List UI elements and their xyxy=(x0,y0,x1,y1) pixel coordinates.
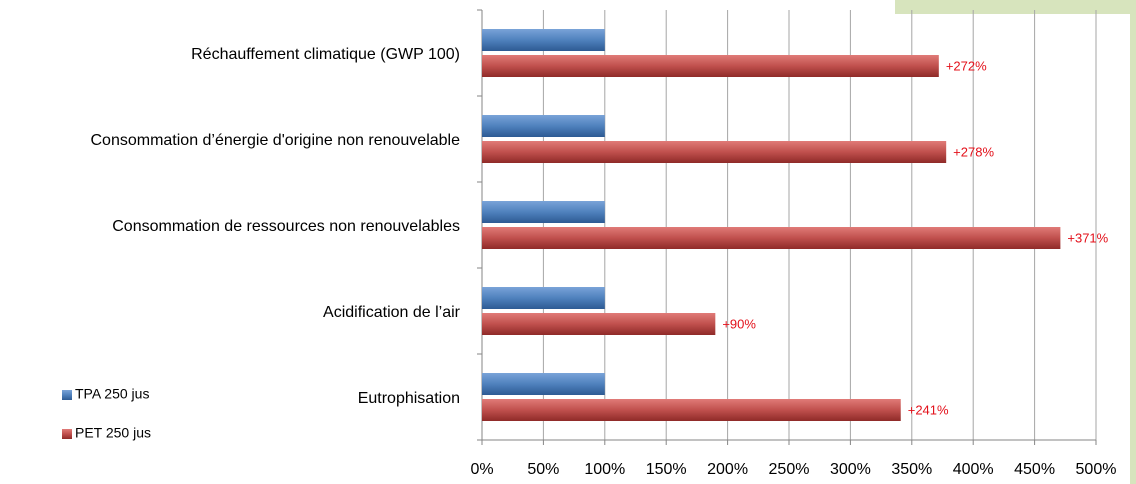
bar xyxy=(482,55,939,77)
x-tick-label: 200% xyxy=(707,461,748,478)
frame-edge xyxy=(1130,0,1136,484)
annotation: +371% xyxy=(1067,230,1108,245)
frame-corner xyxy=(895,0,1136,14)
bar xyxy=(482,141,947,163)
x-tick-label: 350% xyxy=(891,461,932,478)
x-tick-label: 500% xyxy=(1076,461,1117,478)
x-tick-label: 0% xyxy=(470,461,493,478)
y-tick-label: Réchauffement climatique (GWP 100) xyxy=(191,46,460,63)
x-tick-label: 250% xyxy=(769,461,810,478)
y-tick-label: Eutrophisation xyxy=(358,390,460,407)
bar xyxy=(482,227,1061,249)
y-tick-label: Acidification de l’air xyxy=(323,304,461,321)
bar xyxy=(482,201,605,223)
bar xyxy=(482,287,605,309)
bar xyxy=(482,313,716,335)
bar xyxy=(482,29,605,51)
legend-swatch xyxy=(62,429,72,439)
y-tick-label: Consommation d’énergie d'origine non ren… xyxy=(90,132,460,149)
legend-swatch xyxy=(62,390,72,400)
x-tick-label: 100% xyxy=(584,461,625,478)
y-tick-label: Consommation de ressources non renouvela… xyxy=(112,218,460,235)
bar xyxy=(482,399,901,421)
x-tick-label: 150% xyxy=(646,461,687,478)
annotation: +241% xyxy=(908,402,949,417)
bar xyxy=(482,373,605,395)
x-tick-label: 400% xyxy=(953,461,994,478)
annotation: +90% xyxy=(722,316,756,331)
bar xyxy=(482,115,605,137)
legend-label: PET 250 jus xyxy=(75,425,151,441)
annotation: +278% xyxy=(953,144,994,159)
x-tick-label: 450% xyxy=(1014,461,1055,478)
x-tick-label: 50% xyxy=(527,461,559,478)
x-tick-label: 300% xyxy=(830,461,871,478)
legend-label: TPA 250 jus xyxy=(75,386,149,402)
annotation: +272% xyxy=(946,58,987,73)
